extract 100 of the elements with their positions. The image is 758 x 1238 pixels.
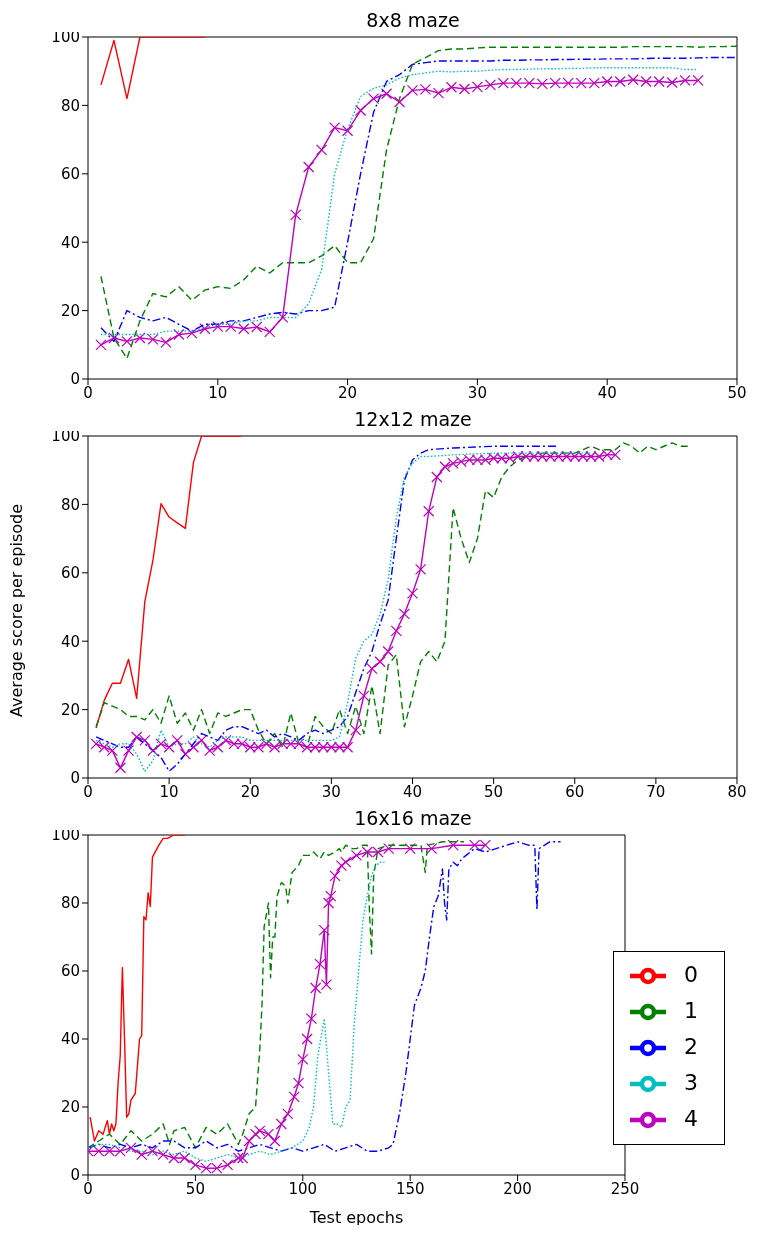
x-tick-label: 80 (727, 782, 747, 801)
point (329, 122, 341, 134)
y-tick-label: 40 (60, 632, 80, 651)
point (318, 924, 330, 936)
point (426, 843, 438, 855)
point (627, 74, 639, 86)
y-axis-title: Average score per episode (6, 503, 26, 717)
y-tick-label: 80 (60, 96, 80, 115)
x-tick-label: 50 (484, 782, 504, 801)
point (393, 96, 406, 108)
point (325, 890, 337, 902)
point (471, 81, 483, 93)
y-tick-label: 20 (60, 700, 80, 719)
point (354, 104, 367, 117)
y-tick-label: 80 (60, 495, 80, 514)
y-tick-label: 0 (70, 370, 80, 389)
line-series (88, 861, 386, 1163)
x-tick-label: 0 (83, 383, 93, 402)
y-tick-label: 0 (70, 769, 80, 788)
y-tick-label: 60 (60, 564, 80, 583)
x-tick-label: 250 (610, 1179, 640, 1198)
point (303, 161, 315, 173)
line-series (95, 436, 243, 729)
point (297, 1053, 309, 1065)
point (350, 849, 363, 861)
point (160, 336, 172, 349)
point (314, 958, 326, 970)
point (136, 1149, 148, 1161)
point (404, 843, 416, 855)
point (232, 1152, 244, 1164)
point (322, 897, 335, 909)
point (108, 332, 120, 344)
point (367, 92, 380, 105)
y-tick-label: 100 (51, 826, 80, 845)
point (173, 328, 185, 341)
y-tick-label: 20 (60, 1098, 80, 1117)
x-tick-label: 0 (83, 782, 93, 801)
point (290, 209, 302, 221)
line-series (100, 37, 206, 100)
point (316, 144, 328, 156)
point (447, 839, 459, 851)
y-tick-label: 40 (60, 233, 80, 252)
point (275, 1118, 287, 1130)
x-tick-label: 50 (185, 1179, 205, 1198)
point (301, 1033, 313, 1045)
chart-title: 12x12 maze (353, 407, 473, 431)
point (383, 843, 395, 855)
y-tick-label: 60 (60, 165, 80, 184)
point (340, 856, 352, 868)
x-tick-label: 0 (83, 1179, 93, 1198)
point (147, 333, 159, 345)
x-tick-label: 50 (727, 383, 747, 402)
point (458, 83, 471, 95)
point (125, 1142, 137, 1154)
y-tick-label: 20 (60, 301, 80, 320)
y-tick-label: 80 (60, 894, 80, 913)
y-tick-label: 100 (51, 28, 80, 47)
point (238, 323, 250, 335)
x-tick-label: 150 (395, 1179, 425, 1198)
point (243, 1135, 255, 1147)
x-tick-label: 10 (208, 383, 228, 402)
x-tick-label: 20 (338, 383, 358, 402)
y-tick-label: 100 (51, 427, 80, 446)
point (121, 335, 133, 347)
point (380, 88, 393, 100)
point (237, 1152, 249, 1164)
point (329, 870, 341, 882)
x-tick-label: 10 (159, 782, 179, 801)
y-tick-label: 40 (60, 1030, 80, 1049)
y-tick-label: 0 (70, 1166, 80, 1185)
x-tick-label: 200 (503, 1179, 532, 1198)
x-tick-label: 30 (467, 383, 487, 402)
point (320, 979, 333, 991)
point (342, 125, 354, 137)
point (199, 323, 211, 335)
y-tick-label: 60 (60, 962, 80, 981)
point (134, 332, 146, 344)
point (146, 1145, 159, 1157)
line-series (89, 835, 186, 1142)
point (445, 81, 458, 93)
line-series (88, 841, 562, 1152)
x-tick-label: 40 (597, 383, 617, 402)
point (305, 1013, 317, 1025)
legend-label: 3 (684, 1070, 698, 1095)
legend-label: 1 (684, 998, 698, 1023)
point (288, 1091, 300, 1103)
x-tick-label: 40 (402, 782, 423, 801)
point (157, 1149, 169, 1161)
x-tick-label: 60 (565, 782, 585, 801)
x-tick-label: 100 (288, 1179, 318, 1198)
point (254, 1125, 266, 1137)
x-tick-label: 20 (240, 782, 260, 801)
point (310, 982, 322, 994)
point (222, 1159, 234, 1171)
point (282, 1108, 294, 1120)
point (251, 321, 263, 333)
x-tick-label: 70 (646, 782, 666, 801)
point (189, 1159, 201, 1171)
point (432, 87, 445, 99)
point (292, 1077, 305, 1089)
